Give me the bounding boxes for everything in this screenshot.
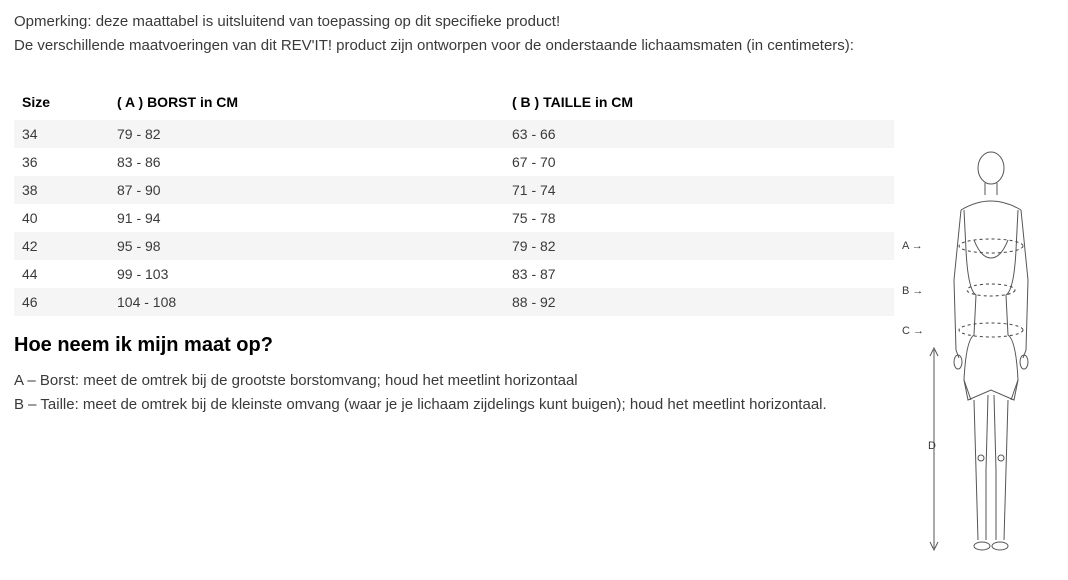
cell-b: 79 - 82: [504, 232, 894, 260]
cell-a: 91 - 94: [109, 204, 504, 232]
table-row: 44 99 - 103 83 - 87: [14, 260, 894, 288]
cell-a: 104 - 108: [109, 288, 504, 316]
cell-b: 63 - 66: [504, 120, 894, 148]
cell-size: 34: [14, 120, 109, 148]
body-figure: A → B → C → D: [906, 140, 1056, 560]
cell-b: 88 - 92: [504, 288, 894, 316]
table-row: 38 87 - 90 71 - 74: [14, 176, 894, 204]
cell-size: 42: [14, 232, 109, 260]
table-row: 42 95 - 98 79 - 82: [14, 232, 894, 260]
th-borst: ( A ) BORST in CM: [109, 88, 504, 120]
body-figure-svg: [906, 140, 1056, 560]
cell-size: 38: [14, 176, 109, 204]
cell-size: 46: [14, 288, 109, 316]
cell-a: 95 - 98: [109, 232, 504, 260]
cell-b: 75 - 78: [504, 204, 894, 232]
cell-a: 99 - 103: [109, 260, 504, 288]
cell-size: 40: [14, 204, 109, 232]
table-row: 36 83 - 86 67 - 70: [14, 148, 894, 176]
th-taille: ( B ) TAILLE in CM: [504, 88, 894, 120]
table-row: 40 91 - 94 75 - 78: [14, 204, 894, 232]
cell-b: 83 - 87: [504, 260, 894, 288]
cell-b: 71 - 74: [504, 176, 894, 204]
figure-label-b: B →: [902, 285, 923, 297]
cell-size: 44: [14, 260, 109, 288]
intro-text: Opmerking: deze maattabel is uitsluitend…: [14, 10, 1054, 58]
how-instructions: A – Borst: meet de omtrek bij de grootst…: [14, 369, 894, 417]
cell-size: 36: [14, 148, 109, 176]
figure-label-a: A →: [902, 240, 923, 252]
figure-label-c: C →: [902, 325, 924, 337]
size-table: Size ( A ) BORST in CM ( B ) TAILLE in C…: [14, 88, 894, 316]
th-size: Size: [14, 88, 109, 120]
cell-a: 79 - 82: [109, 120, 504, 148]
cell-a: 83 - 86: [109, 148, 504, 176]
size-table-container: Size ( A ) BORST in CM ( B ) TAILLE in C…: [14, 88, 894, 417]
how-title: Hoe neem ik mijn maat op?: [14, 334, 894, 357]
table-row: 46 104 - 108 88 - 92: [14, 288, 894, 316]
cell-a: 87 - 90: [109, 176, 504, 204]
intro-line2: De verschillende maatvoeringen van dit R…: [14, 34, 1054, 58]
size-table-body: 34 79 - 82 63 - 66 36 83 - 86 67 - 70 38…: [14, 120, 894, 316]
how-line-b: B – Taille: meet de omtrek bij de kleins…: [14, 393, 894, 417]
table-row: 34 79 - 82 63 - 66: [14, 120, 894, 148]
intro-line1: Opmerking: deze maattabel is uitsluitend…: [14, 10, 1054, 34]
cell-b: 67 - 70: [504, 148, 894, 176]
how-line-a: A – Borst: meet de omtrek bij de grootst…: [14, 369, 894, 393]
figure-label-d: D: [928, 440, 936, 452]
